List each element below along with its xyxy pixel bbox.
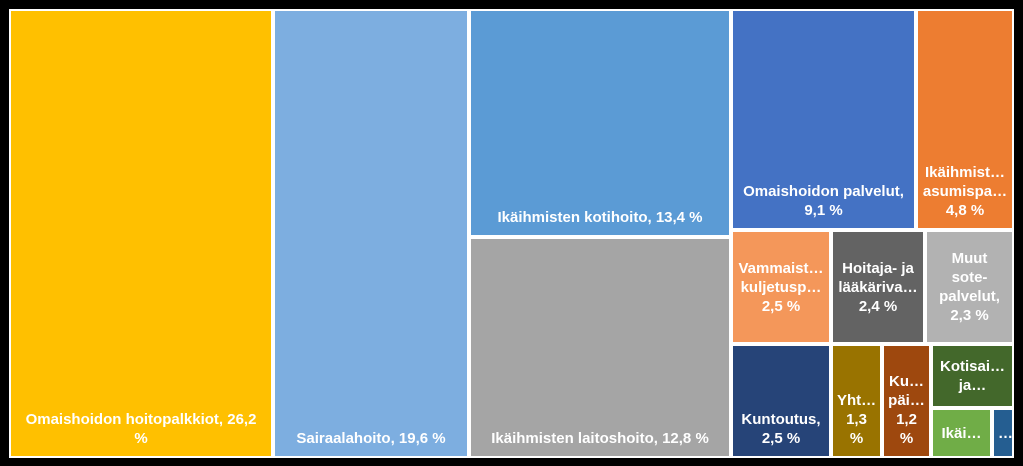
- tile-label: Kotisai… ja…: [939, 358, 1005, 394]
- treemap-tile: Hoitaja- ja lääkäriva… 2,4 %: [831, 230, 925, 344]
- tile-label: …: [998, 424, 1013, 442]
- tile-label: Ikäihmist… asumispa… 4,8 %: [922, 164, 1008, 219]
- treemap-tile: Sairaalahoito, 19,6 %: [273, 9, 469, 458]
- treemap-tile: …: [992, 408, 1014, 458]
- tile-label: Sairaalahoito, 19,6 %: [296, 430, 446, 447]
- treemap-tile: Kuntoutus, 2,5 %: [731, 344, 831, 458]
- tile-label: Ikäihmisten kotihoito, 13,4 %: [497, 209, 703, 226]
- tile-label: Hoitaja- ja lääkäriva… 2,4 %: [838, 259, 918, 315]
- tile-label: Yht… 1,3 %: [837, 392, 877, 447]
- treemap-tile: Ku… päi… 1,2 %: [882, 344, 931, 458]
- tile-label: Ikäihmisten laitoshoito, 12,8 %: [491, 430, 709, 447]
- treemap-tile: Ikäihmisten laitoshoito, 12,8 %: [469, 237, 731, 458]
- treemap-tile: Ikäi…: [931, 408, 992, 458]
- tile-label: Muut sote- palvelut, 2,3 %: [939, 250, 1000, 324]
- treemap-tile: Yht… 1,3 %: [831, 344, 882, 458]
- treemap-tile: Omaishoidon palvelut, 9,1 %: [731, 9, 916, 230]
- treemap-tile: Kotisai… ja…: [931, 344, 1014, 408]
- tile-label: Omaishoidon hoitopalkkiot, 26,2 %: [25, 411, 257, 447]
- treemap-tile: Muut sote- palvelut, 2,3 %: [925, 230, 1014, 344]
- treemap-tile: Vammaist… kuljetusp… 2,5 %: [731, 230, 831, 344]
- treemap-tile: Ikäihmist… asumispa… 4,8 %: [916, 9, 1014, 230]
- tile-label: Kuntoutus, 2,5 %: [741, 411, 821, 447]
- tile-label: Vammaist… kuljetusp… 2,5 %: [738, 259, 824, 315]
- tile-label: Omaishoidon palvelut, 9,1 %: [743, 183, 904, 219]
- tile-label: Ikäi…: [941, 424, 982, 442]
- treemap-tile: Omaishoidon hoitopalkkiot, 26,2 %: [9, 9, 273, 458]
- treemap-tile: Ikäihmisten kotihoito, 13,4 %: [469, 9, 731, 237]
- tile-label: Ku… päi… 1,2 %: [888, 373, 925, 447]
